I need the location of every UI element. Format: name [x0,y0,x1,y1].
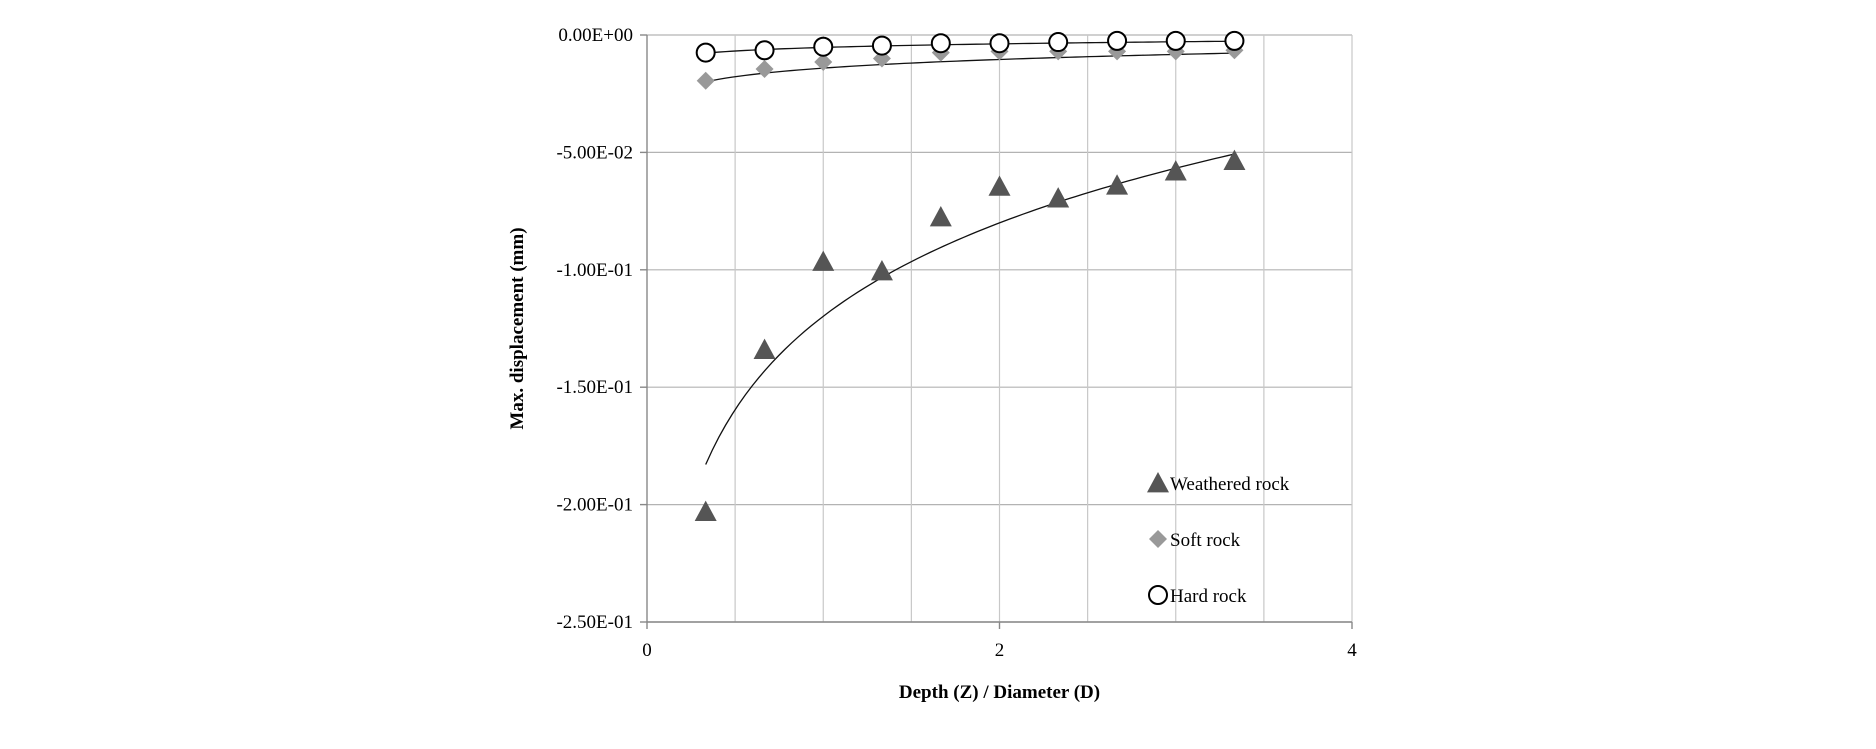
hard-rock-point [1165,30,1186,51]
y-tick-label: 0.00E+00 [558,25,633,46]
soft-rock-point [696,71,715,90]
hard-rock-point [871,35,892,56]
legend-hard-rock-label: Hard rock [1170,586,1247,607]
x-tick-label: 4 [1347,640,1357,661]
weathered-rock-point [753,338,776,359]
soft-rock-trendline [705,52,1235,83]
y-tick-label: -5.00E-02 [556,142,633,163]
weathered-rock-point [1106,174,1129,195]
weathered-rock-point [1164,160,1187,181]
hard-rock-point [754,40,775,61]
hard-rock-point [1048,32,1069,53]
weathered-rock-point [1223,149,1246,170]
y-tick-label: -2.50E-01 [556,612,633,633]
weathered-rock-point [812,250,835,271]
weathered-rock-point [1047,187,1070,208]
label-layer: 0.00E+00 -5.00E-02 -1.00E-01 -1.50E-01 -2.00… [507,25,1357,703]
weathered-rock-trendline [705,153,1235,465]
hard-rock-point [1107,30,1128,51]
weathered-rock-point [929,205,952,227]
hard-rock-point [813,36,834,57]
y-axis-title: Max. displacement (mm) [507,227,528,429]
hard-rock-point [1224,30,1245,51]
y-tick-label: -2.00E-01 [556,495,633,516]
legend: Weathered rock Soft rock Hard rock [1147,472,1290,607]
weathered-rock-point [988,175,1011,196]
hard-rock-point [930,33,951,54]
x-tick-label: 2 [995,640,1005,661]
legend-weathered-rock-marker [1147,472,1169,493]
x-tick-label: 0 [642,640,652,661]
x-axis-title: Depth (Z) / Diameter (D) [899,682,1100,703]
legend-soft-rock-label: Soft rock [1170,530,1241,551]
soft-rock-point [814,53,833,72]
weathered-rock-point [694,500,717,521]
soft-rock-point [755,60,774,79]
weathered-rock-point [870,259,893,281]
y-tick-label: -1.50E-01 [556,377,633,398]
hard-rock-point [989,33,1010,54]
axis-layer [640,34,1353,629]
legend-soft-rock-marker [1149,530,1167,548]
trendline-layer [705,40,1235,465]
y-tick-label: -1.00E-01 [556,260,633,281]
hard-rock-trendline [705,40,1235,54]
marker-layer [694,30,1246,521]
hard-rock-point [695,42,716,63]
grid-layer [647,34,1353,623]
legend-hard-rock-marker [1148,585,1168,605]
legend-weathered-rock-label: Weathered rock [1170,474,1290,495]
